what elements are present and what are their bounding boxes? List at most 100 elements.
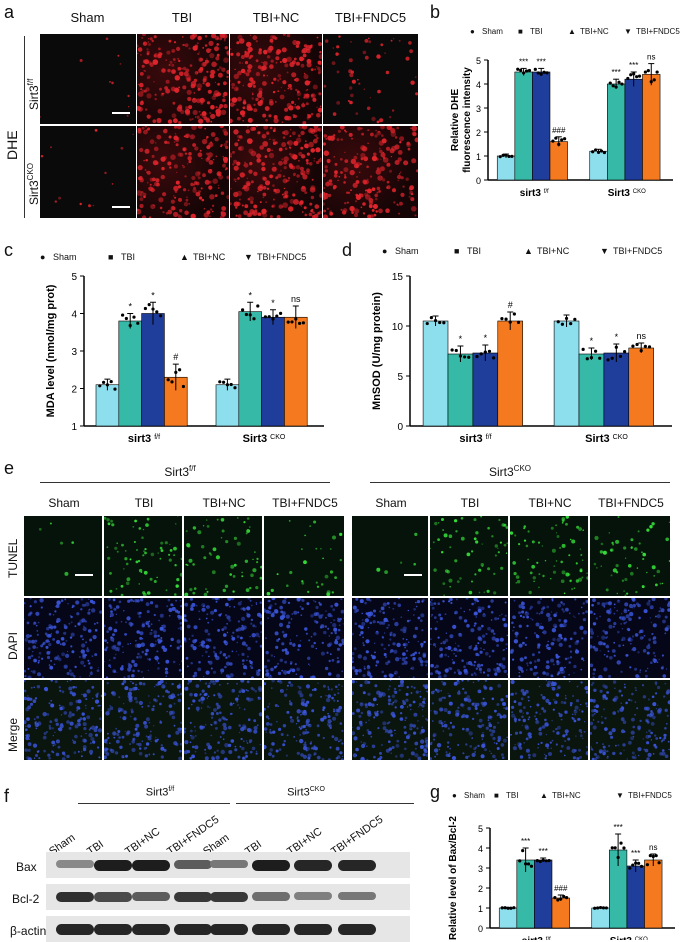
bar: [607, 84, 625, 180]
signal-dot: [321, 583, 324, 586]
signal-dot: [357, 726, 361, 730]
signal-dot: [287, 142, 290, 145]
data-point: [619, 355, 622, 358]
signal-dot: [487, 567, 490, 570]
signal-dot: [655, 737, 658, 740]
signal-dot: [653, 744, 656, 747]
signal-dot: [606, 588, 609, 591]
data-point: [294, 317, 297, 320]
signal-dot: [175, 743, 178, 746]
signal-dot: [146, 93, 151, 98]
signal-dot: [439, 708, 443, 712]
signal-dot: [140, 88, 142, 90]
signal-dot: [353, 606, 357, 610]
signal-dot: [246, 532, 248, 534]
signal-dot: [287, 179, 289, 181]
signal-dot: [280, 61, 282, 63]
signal-dot: [27, 697, 31, 701]
signal-dot: [497, 713, 500, 716]
signal-dot: [557, 689, 558, 690]
signal-dot: [339, 624, 341, 626]
signal-dot: [557, 638, 561, 642]
signal-dot: [271, 150, 272, 151]
signal-dot: [648, 638, 651, 641]
signal-dot: [464, 669, 468, 673]
signal-dot: [582, 529, 584, 531]
significance-label: *: [459, 334, 463, 344]
signal-dot: [621, 703, 622, 704]
signal-dot: [624, 602, 628, 606]
signal-dot: [202, 655, 204, 657]
data-point: [151, 307, 154, 310]
signal-dot: [667, 715, 669, 717]
signal-dot: [616, 571, 618, 573]
signal-dot: [94, 623, 96, 625]
signal-dot: [363, 644, 365, 646]
signal-dot: [147, 128, 150, 131]
signal-dot: [394, 730, 396, 732]
signal-dot: [226, 76, 228, 78]
signal-dot: [491, 535, 493, 537]
signal-dot: [205, 756, 209, 760]
signal-dot: [60, 706, 64, 710]
signal-dot: [90, 753, 93, 756]
signal-dot: [212, 95, 217, 100]
signal-dot: [251, 180, 254, 183]
signal-dot: [393, 650, 397, 654]
signal-dot: [369, 201, 373, 205]
signal-dot: [287, 72, 289, 74]
signal-dot: [158, 48, 161, 51]
micrograph-dots: [104, 680, 182, 760]
signal-dot: [310, 614, 313, 617]
signal-dot: [377, 727, 379, 729]
signal-dot: [83, 693, 87, 697]
signal-dot: [221, 537, 222, 538]
signal-dot: [339, 643, 342, 646]
signal-dot: [273, 189, 276, 192]
signal-dot: [408, 148, 411, 151]
signal-dot: [24, 675, 26, 677]
signal-dot: [527, 696, 529, 698]
signal-dot: [546, 606, 549, 609]
signal-dot: [81, 751, 82, 752]
signal-dot: [255, 586, 258, 589]
signal-dot: [437, 538, 440, 541]
signal-dot: [367, 671, 370, 674]
signal-dot: [381, 643, 384, 646]
signal-dot: [177, 126, 182, 129]
signal-dot: [284, 598, 287, 600]
signal-dot: [352, 731, 355, 735]
signal-dot: [409, 191, 413, 195]
signal-dot: [225, 169, 227, 171]
signal-dot: [349, 133, 353, 137]
signal-dot: [582, 612, 584, 614]
signal-dot: [32, 670, 36, 674]
signal-dot: [306, 602, 309, 605]
signal-dot: [591, 604, 594, 607]
signal-dot: [330, 653, 332, 655]
signal-dot: [260, 602, 262, 604]
data-point: [609, 81, 612, 84]
signal-dot: [275, 603, 277, 605]
signal-dot: [106, 677, 108, 679]
signal-dot: [394, 622, 398, 626]
signal-dot: [127, 643, 128, 644]
signal-dot: [590, 664, 593, 668]
signal-dot: [223, 726, 227, 730]
signal-dot: [140, 194, 143, 197]
signal-dot: [448, 727, 450, 729]
signal-dot: [256, 751, 257, 752]
signal-dot: [130, 558, 132, 560]
signal-dot: [169, 64, 171, 66]
signal-dot: [198, 119, 203, 124]
signal-dot: [436, 689, 439, 692]
signal-dot: [179, 209, 182, 212]
signal-dot: [379, 621, 383, 625]
signal-dot: [35, 721, 37, 723]
signal-dot: [210, 208, 212, 210]
signal-dot: [188, 707, 190, 709]
signal-dot: [157, 635, 160, 638]
signal-dot: [38, 656, 40, 658]
significance-label: *: [128, 302, 132, 312]
signal-dot: [150, 178, 154, 182]
